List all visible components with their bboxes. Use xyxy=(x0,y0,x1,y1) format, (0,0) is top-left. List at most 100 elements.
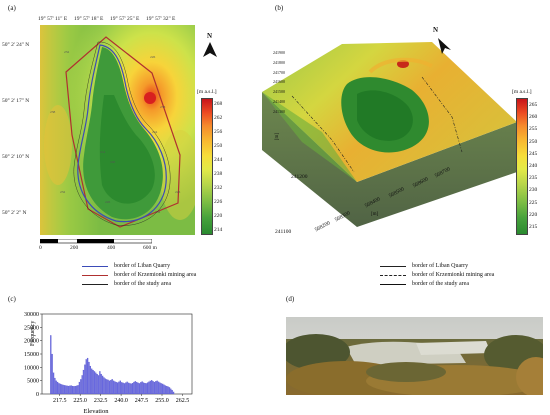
legend-label: border of Krzemionki mining area xyxy=(412,272,495,278)
terrain-map-a xyxy=(40,25,195,235)
histogram-bar xyxy=(100,373,102,395)
histogram-bar xyxy=(112,380,115,395)
histogram-bar xyxy=(127,382,130,395)
map-a-left-tick: 50° 2' 24" N xyxy=(2,42,30,48)
study-area-border xyxy=(73,41,171,226)
legend-item: border of the study area xyxy=(82,280,171,288)
scale-label: 200 xyxy=(70,245,79,251)
histogram-bar xyxy=(151,380,153,395)
colorbar-a xyxy=(201,98,213,235)
map-a-left-tick: 50° 2' 2" N xyxy=(2,210,27,216)
histogram-bar xyxy=(88,361,90,395)
y-tick-label: 10000 xyxy=(24,365,39,371)
contour-label: 226 xyxy=(150,55,156,59)
legend-swatch xyxy=(380,265,406,267)
colorbar-b-tick: 225 xyxy=(529,199,538,206)
map-b-y-tick: 241400 xyxy=(273,98,285,104)
histogram-bar xyxy=(116,382,119,395)
y-tick-label: 15000 xyxy=(24,352,39,358)
histogram-bar xyxy=(80,379,82,395)
contour-label: 226 xyxy=(175,190,181,194)
map-b-y-tick: 241200 xyxy=(291,174,308,180)
legend-item: border of Krzemionki mining area xyxy=(82,271,196,279)
map-a-left-tick: 50° 2' 10" N xyxy=(2,154,30,160)
legend-swatch xyxy=(82,283,108,285)
legend-item: border of the study area xyxy=(380,280,469,288)
histogram-bars xyxy=(50,335,175,395)
north-arrow-icon xyxy=(438,38,451,54)
map-b-y-tick: 241300 xyxy=(273,108,285,114)
histogram-bar xyxy=(137,382,139,395)
map-b-y-tick: 241100 xyxy=(275,229,292,235)
histogram-bar xyxy=(84,364,86,395)
scale-label: 600 m xyxy=(143,245,157,251)
histogram-bar xyxy=(119,380,121,395)
histogram-bar xyxy=(144,383,146,395)
colorbar-b xyxy=(516,98,528,235)
krzemionki-border xyxy=(65,36,181,228)
histogram-bar xyxy=(89,365,91,395)
colorbar-a-tick: 244 xyxy=(214,157,223,163)
histogram-bar xyxy=(63,385,66,395)
histogram-bar xyxy=(130,383,132,395)
histogram-bar xyxy=(93,371,96,395)
colorbar-b-tick: 245 xyxy=(529,150,538,157)
contour-label: 220 xyxy=(110,160,116,164)
north-label: N xyxy=(433,26,439,34)
histogram-bar xyxy=(170,388,172,395)
map-a-top-tick: 19° 57' 18" E xyxy=(74,16,104,22)
histogram-bar xyxy=(67,385,70,395)
panel-label-d: (d) xyxy=(286,295,295,303)
histogram-ticks: 217.5 225.0 232.5 240.0 247.5 255.0 262.5 0 5000… xyxy=(24,312,189,404)
histogram-bar xyxy=(146,382,149,395)
histogram-bar xyxy=(157,381,160,395)
legend-swatch xyxy=(82,265,108,267)
histogram-bar xyxy=(77,385,79,395)
histogram-bar xyxy=(61,384,63,395)
histogram-bar xyxy=(152,381,154,395)
histogram-bar xyxy=(58,383,60,395)
colorbar-b-tick: 260 xyxy=(529,114,538,121)
histogram-bar xyxy=(138,383,141,395)
histogram-bar xyxy=(118,381,120,395)
histogram-bar xyxy=(91,368,93,395)
histogram-bar xyxy=(172,391,175,395)
colorbar-b-tick: 235 xyxy=(529,175,538,182)
histogram-bar xyxy=(86,357,89,395)
histogram-bar xyxy=(126,381,128,395)
x-tick-label: 240.0 xyxy=(114,398,128,404)
y-tick-label: 30000 xyxy=(24,312,39,318)
colorbar-a-tick: 220 xyxy=(214,213,223,219)
histogram-bar xyxy=(125,382,127,395)
histogram-bar xyxy=(59,383,61,395)
map-a-top-tick: 19° 57' 25" E xyxy=(110,16,140,22)
histogram-bar xyxy=(51,353,53,395)
liban-quarry-border xyxy=(77,44,167,223)
colorbar-b-ticks: 265 260 255 250 245 240 235 230 225 220 … xyxy=(529,99,537,233)
terrain-3d-b xyxy=(262,42,517,227)
legend-swatch xyxy=(380,283,406,285)
contour-label: 214 xyxy=(100,150,106,154)
histogram-bar xyxy=(155,381,157,395)
histogram-ylabel: Frequency xyxy=(30,321,36,346)
scale-bar xyxy=(40,239,152,244)
histogram-bar xyxy=(70,385,72,395)
histogram-bar xyxy=(115,381,117,395)
contour-label: 238 xyxy=(50,110,56,114)
x-tick-label: 232.5 xyxy=(94,398,108,404)
map-a-left-tick: 50° 2' 17" N xyxy=(2,98,30,104)
histogram-xlabel: Elevation xyxy=(84,408,110,415)
histogram-bar xyxy=(106,379,108,395)
histogram-bar xyxy=(136,381,138,395)
map-b-x-unit: [m] xyxy=(371,212,379,217)
histogram-bar xyxy=(171,389,173,395)
histogram-bar xyxy=(142,382,145,395)
legend-item: border of Liban Quarry xyxy=(380,262,468,270)
map-a-top-tick: 19° 57' 32" E xyxy=(146,16,176,22)
legend-label: border of Liban Quarry xyxy=(114,263,171,269)
histogram-bar xyxy=(167,386,169,395)
histogram-bar xyxy=(166,385,168,395)
contour-label: 238 xyxy=(160,105,166,109)
histogram-bar xyxy=(145,383,147,395)
legend-swatch xyxy=(82,274,108,276)
